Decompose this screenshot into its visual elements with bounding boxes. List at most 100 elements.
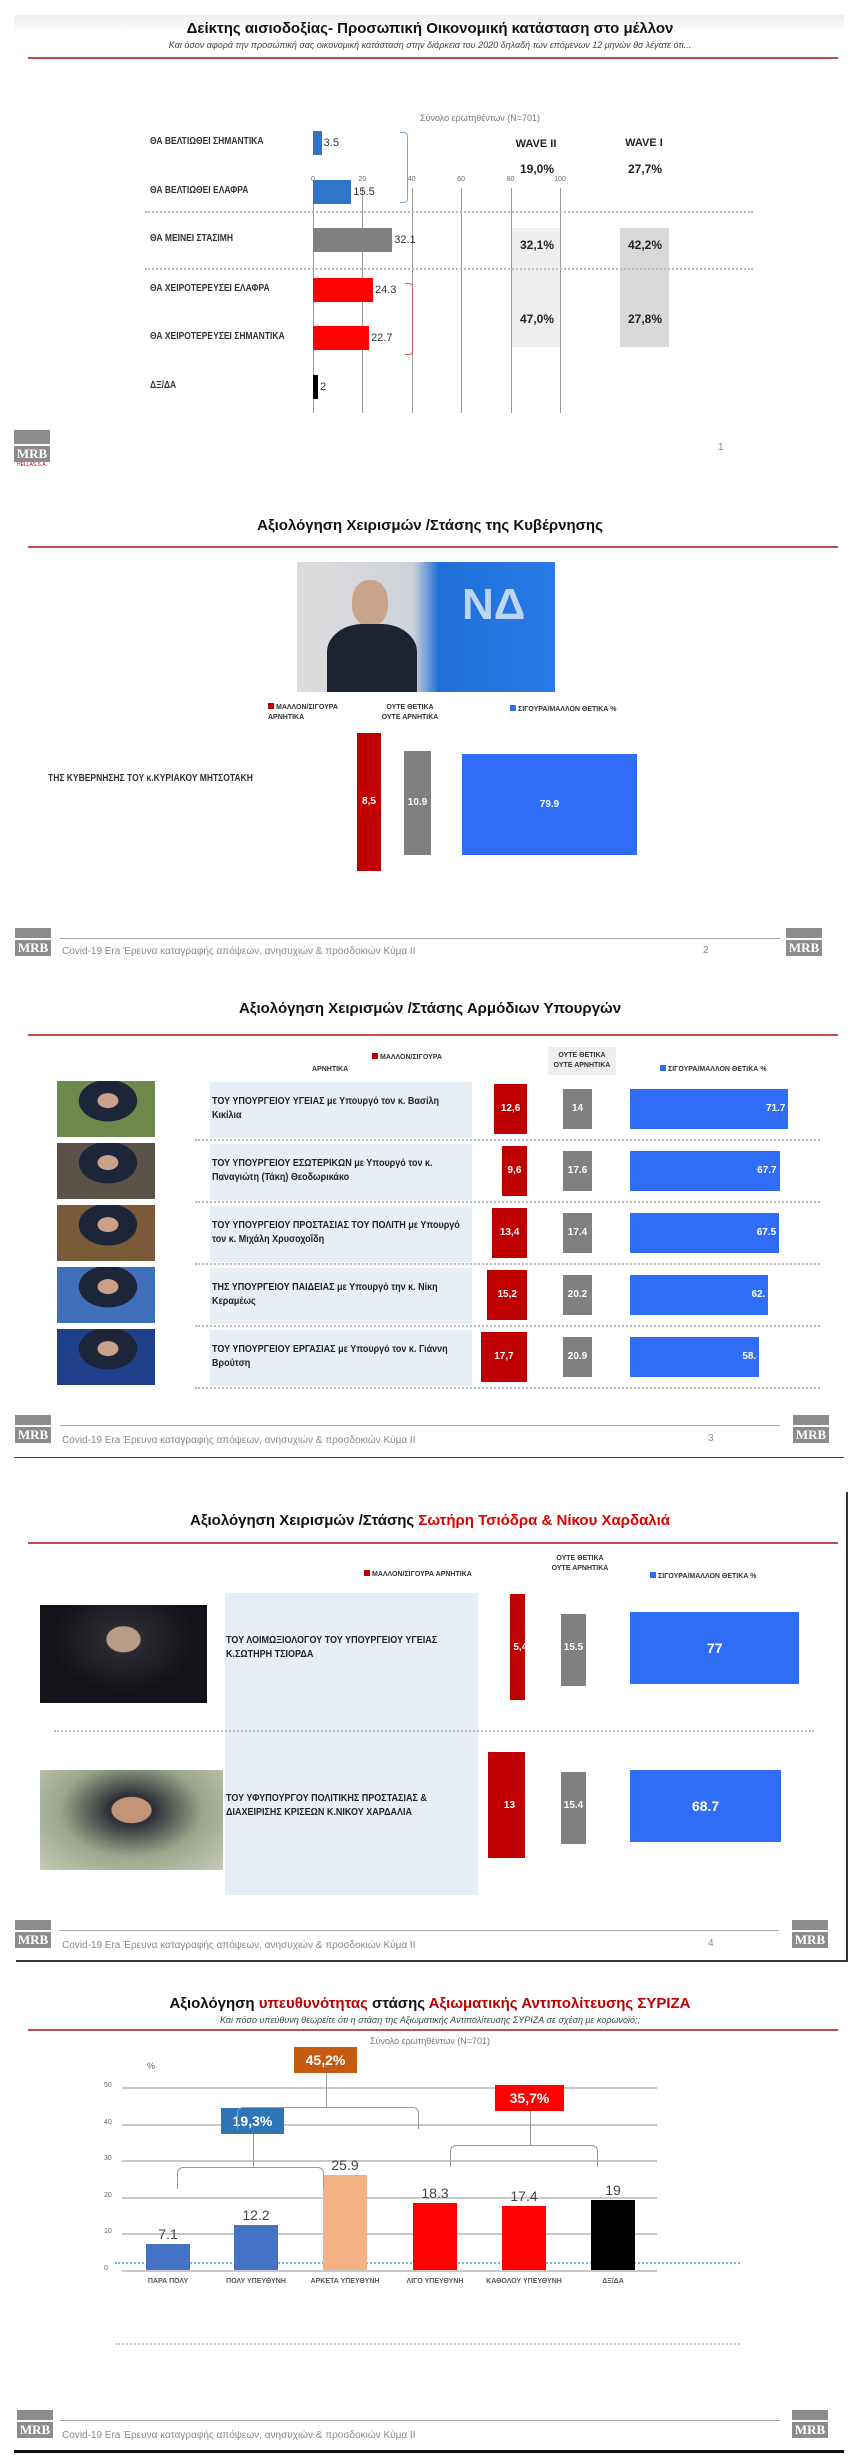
category-label: ΤΟΥ ΥΦΥΠΟΥΡΓΟΥ ΠΟΛΙΤΙΚΗΣ ΠΡΟΣΤΑΣΙΑΣ & ΔΙ… bbox=[226, 1793, 427, 1818]
label-panel bbox=[210, 1206, 472, 1262]
data-label: 79.9 bbox=[539, 798, 560, 810]
data-label: 67.5 bbox=[756, 1227, 777, 1238]
gridline bbox=[122, 2233, 657, 2236]
row-separator bbox=[195, 1263, 820, 1265]
footer-text: Covid-19 Era Έρευνα καταγραφής απόψεων, … bbox=[62, 1940, 416, 1951]
bar-positive bbox=[630, 1089, 789, 1129]
legend-positive: ΣΙΓΟΥΡΑ/ΜΑΛΛΟΝ ΘΕΤΙΚΑ % bbox=[510, 705, 640, 715]
face-shape bbox=[352, 580, 388, 626]
slide-optimism-index: Δείκτης αισιοδοξίας- Προσωπική Οικονομικ… bbox=[0, 0, 860, 483]
footer-text: Covid-19 Era Έρευνα καταγραφής απόψεων, … bbox=[62, 1435, 416, 1446]
tick-label: 0 bbox=[303, 176, 323, 183]
bar-neutral bbox=[563, 1337, 592, 1377]
tick-label: 10 bbox=[104, 2228, 112, 2236]
data-label: 68.7 bbox=[691, 1798, 720, 1814]
bar-positive bbox=[630, 1151, 780, 1191]
hardalias-photo bbox=[40, 1770, 223, 1870]
page-number: 4 bbox=[708, 1938, 714, 1949]
data-label: 5,4 bbox=[513, 1642, 528, 1653]
tick-label: 20 bbox=[104, 2191, 112, 2199]
footer-text: Covid-19 Era Έρευνα καταγραφής απόψεων, … bbox=[62, 946, 416, 957]
slide-tsiodras-hardalias: Αξιολόγηση Χειρισμών /Στάσης Σωτήρη Τσιό… bbox=[14, 1490, 846, 1960]
slide-title: Δείκτης αισιοδοξίας- Προσωπική Οικονομικ… bbox=[186, 20, 674, 37]
brace-stem bbox=[529, 2111, 531, 2145]
base-label: Σύνολο ερωτηθέντων (N=701) bbox=[419, 113, 541, 123]
data-label: 17.4 bbox=[567, 1227, 588, 1238]
negative-bracket bbox=[405, 283, 413, 355]
category-label: ΤΟΥ ΥΠΟΥΡΓΕΙΟΥ ΕΡΓΑΣΙΑΣ με Υπουργό τον κ… bbox=[212, 1344, 448, 1369]
bar-neutral bbox=[563, 1089, 592, 1129]
category-label: ΘΑ ΧΕΙΡΟΤΕΡΕΥΣΕΙ ΣΗΜΑΝΤΙΚΑ bbox=[150, 331, 285, 342]
data-label: 3.5 bbox=[323, 137, 339, 149]
category-label: ΤΗΣ ΥΠΟΥΡΓΕΙΟΥ ΠΑΙΔΕΙΑΣ με Υπουργό την κ… bbox=[212, 1282, 438, 1307]
gridline bbox=[122, 2160, 657, 2163]
bar bbox=[313, 326, 370, 350]
bar bbox=[323, 2175, 367, 2270]
label-panel bbox=[210, 1082, 472, 1138]
data-label: 20.9 bbox=[567, 1351, 588, 1362]
category-label: ΤΟΥ ΥΠΟΥΡΓΕΙΟΥ ΠΡΟΣΤΑΣΙΑΣ ΤΟΥ ΠΟΛΙΤΗ με … bbox=[212, 1220, 460, 1245]
label-panel bbox=[225, 1593, 478, 1895]
footer-divider bbox=[60, 938, 780, 939]
bar bbox=[502, 2206, 546, 2270]
title-divider bbox=[28, 57, 838, 59]
brace-stem bbox=[252, 2134, 254, 2167]
group-brace bbox=[237, 2107, 419, 2129]
wave2-value: 47,0% bbox=[519, 312, 555, 326]
slide-border bbox=[14, 2450, 844, 2453]
data-label: 13 bbox=[503, 1800, 516, 1811]
gridline bbox=[122, 2087, 657, 2089]
data-label: 2 bbox=[319, 381, 327, 393]
slide-header-band bbox=[14, 15, 844, 31]
bar bbox=[146, 2244, 190, 2270]
data-label: 22.7 bbox=[371, 332, 393, 344]
gridline bbox=[461, 188, 463, 413]
legend-negative: ΜΑΛΛΟΝ/ΣΙΓΟΥΡΑ ΑΡΝΗΤΙΚΑ bbox=[364, 1570, 472, 1580]
tick-label: 20 bbox=[358, 176, 367, 183]
footer-text: Covid-19 Era Έρευνα καταγραφής απόψεων, … bbox=[62, 2430, 416, 2441]
bar-positive bbox=[630, 1770, 782, 1842]
bar bbox=[234, 2225, 278, 2270]
category-label: ΤΟΥ ΥΠΟΥΡΓΕΙΟΥ ΕΣΩΤΕΡΙΚΩΝ με Υπουργό τον… bbox=[212, 1158, 433, 1183]
category-label: ΛΙΓΟ ΥΠΕΥΘΥΝΗ bbox=[406, 2278, 464, 2283]
data-label: 58. bbox=[742, 1351, 757, 1362]
data-label: 15.5 bbox=[353, 186, 375, 198]
mrb-logo: MRB bbox=[15, 1415, 51, 1455]
data-label: 15,2 bbox=[497, 1289, 517, 1300]
footer-divider bbox=[60, 2420, 780, 2421]
nd-party-logo: ΝΔ bbox=[462, 580, 526, 629]
mitsotakis-photo: ΝΔ bbox=[297, 562, 555, 692]
legend-neutral: ΟΥΤΕ ΘΕΤΙΚΑ ΟΥΤΕ ΑΡΝΗΤΙΚΑ bbox=[381, 704, 439, 721]
slide-ministers-rating: Αξιολόγηση Χειρισμών /Στάσης Αρμόδιων Υπ… bbox=[0, 975, 860, 1470]
tick-label: 40 bbox=[104, 2118, 112, 2126]
bar bbox=[591, 2200, 635, 2270]
bar bbox=[313, 131, 322, 155]
bar-positive bbox=[630, 1337, 760, 1377]
data-label: 32.1 bbox=[394, 234, 416, 246]
slide-title: Αξιολόγηση υπευθυνότητας στάσης Αξιωματι… bbox=[169, 1995, 691, 2012]
bar bbox=[313, 180, 352, 204]
mrb-logo: MRB HELLAS S.A. bbox=[14, 430, 50, 470]
slide-border bbox=[14, 1457, 844, 1458]
footer-divider bbox=[59, 1930, 779, 1931]
bar-positive bbox=[630, 1612, 800, 1684]
data-label: 67.7 bbox=[757, 1165, 777, 1176]
group-total-callout: 45,2% bbox=[294, 2047, 357, 2073]
legend-negative-2: ΑΡΝΗΤΙΚΑ bbox=[312, 1066, 349, 1073]
bar-positive bbox=[630, 1213, 780, 1253]
bar bbox=[404, 751, 431, 855]
wave1-value: 42,2% bbox=[627, 238, 663, 252]
data-label: 24.3 bbox=[375, 284, 397, 296]
wave1-column-bg bbox=[620, 228, 669, 347]
tsiodras-photo bbox=[40, 1605, 207, 1703]
data-label: 25.9 bbox=[331, 2157, 359, 2174]
bar-negative bbox=[492, 1208, 527, 1258]
data-label: 62. bbox=[751, 1289, 766, 1300]
tick-label: 60 bbox=[457, 176, 466, 183]
bar bbox=[313, 278, 374, 302]
bar-negative bbox=[487, 1270, 527, 1320]
wave1-header: WAVE I bbox=[625, 137, 663, 149]
category-label: ΤΗΣ ΚΥΒΕΡΝΗΣΗΣ ΤΟΥ κ.ΚΥΡΙΑΚΟΥ ΜΗΤΣΟΤΑΚΗ bbox=[48, 773, 253, 784]
bar-negative bbox=[487, 1752, 525, 1858]
positive-bracket bbox=[400, 132, 408, 203]
